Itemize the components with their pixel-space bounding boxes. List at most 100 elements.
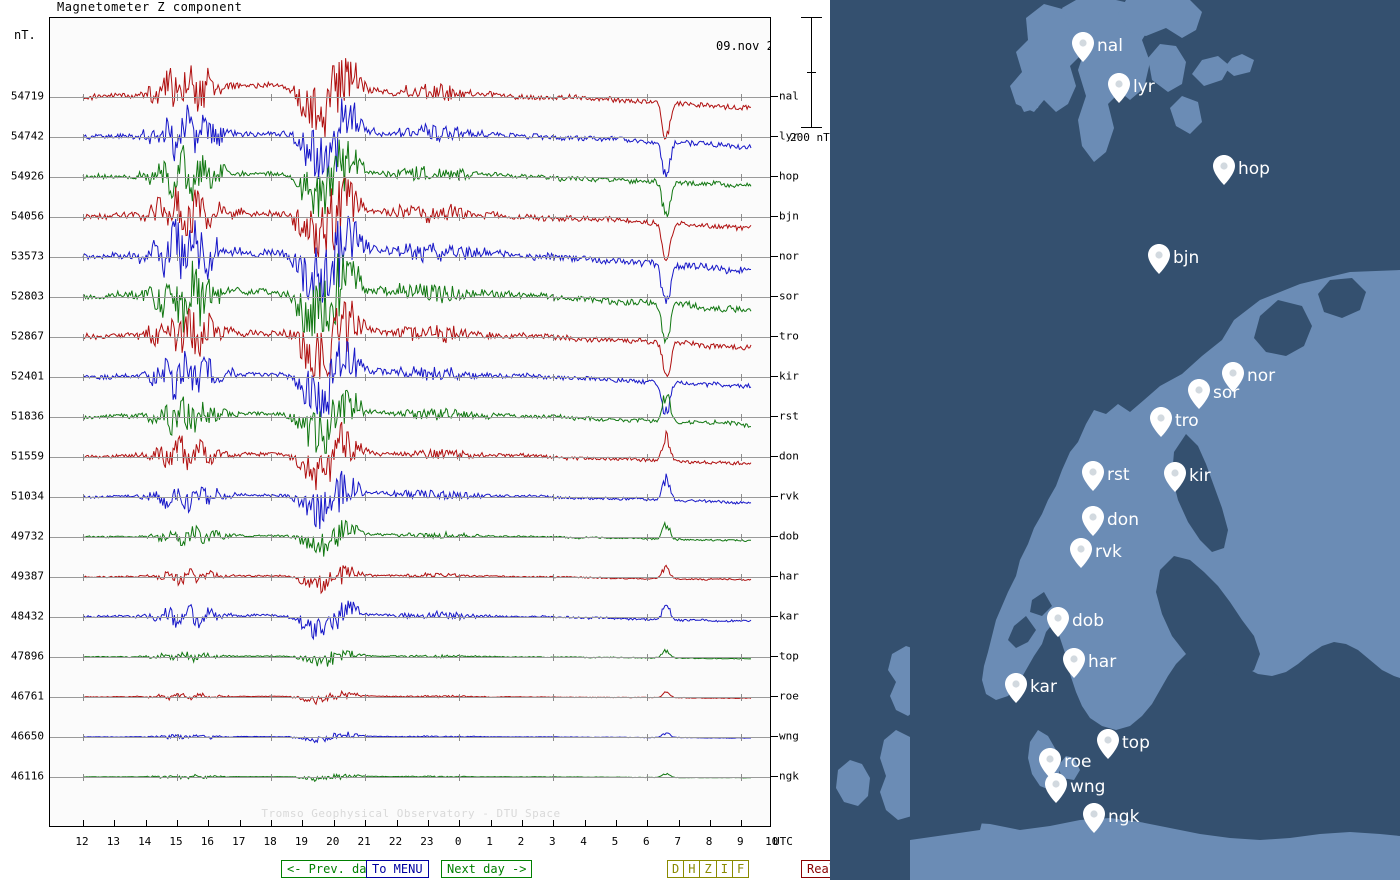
y-axis-value-dob: 49732 xyxy=(10,529,44,543)
baseline-tick xyxy=(83,174,84,181)
baseline-tick xyxy=(177,654,179,661)
baseline-tick xyxy=(647,214,649,221)
baseline-tick xyxy=(271,174,273,181)
baseline-tick xyxy=(177,774,179,781)
trace-rst xyxy=(82,389,751,454)
map-pin-ngk[interactable] xyxy=(1083,803,1105,833)
baseline-tick xyxy=(365,174,367,181)
map-pin-wng[interactable] xyxy=(1045,773,1067,803)
scale-bar-label: 200 nT xyxy=(790,131,830,144)
station-label-nor: nor xyxy=(779,249,799,263)
baseline-tick xyxy=(647,694,649,701)
to-menu-button[interactable]: To MENU xyxy=(366,860,429,878)
x-axis-tick xyxy=(615,820,617,826)
map-pin-har[interactable] xyxy=(1063,648,1085,678)
trace-baseline xyxy=(50,177,770,178)
trace-kir xyxy=(82,340,752,418)
baseline-tick xyxy=(365,214,367,221)
station-label-roe: roe xyxy=(779,689,799,703)
baseline-tick xyxy=(741,454,743,461)
map-pin-don[interactable] xyxy=(1082,506,1104,536)
baseline-tick xyxy=(271,614,273,621)
map-pin-lyr[interactable] xyxy=(1108,73,1130,103)
baseline-tick xyxy=(83,94,84,101)
x-axis-tick xyxy=(208,820,210,826)
baseline-tick xyxy=(741,774,743,781)
right-axis-tick xyxy=(771,336,778,337)
baseline-tick xyxy=(553,454,555,461)
map-pin-tro[interactable] xyxy=(1150,407,1172,437)
map-pin-label-bjn: bjn xyxy=(1173,248,1200,268)
map-pin-label-kar: kar xyxy=(1030,677,1057,697)
x-axis-tick-label: 7 xyxy=(674,835,681,848)
station-label-tro: tro xyxy=(779,329,799,343)
station-label-kir: kir xyxy=(779,369,799,383)
map-pin-rst[interactable] xyxy=(1082,461,1104,491)
map-pin-top[interactable] xyxy=(1097,729,1119,759)
baseline-tick xyxy=(553,694,555,701)
map-pin-hop[interactable] xyxy=(1213,155,1235,185)
x-axis-tick xyxy=(365,820,367,826)
component-button-h[interactable]: H xyxy=(684,861,701,877)
baseline-tick xyxy=(83,574,84,581)
baseline-tick xyxy=(83,294,84,301)
trace-bjn xyxy=(82,176,752,262)
watermark: Tromso Geophysical Observatory - DTU Spa… xyxy=(261,807,561,820)
station-label-bjn: bjn xyxy=(779,209,799,223)
baseline-tick xyxy=(741,654,743,661)
trace-top xyxy=(82,648,752,667)
trace-hop xyxy=(82,139,752,219)
map-pin-label-lyr: lyr xyxy=(1133,77,1155,97)
x-axis-tick-label: 0 xyxy=(454,835,462,848)
map-pin-kar[interactable] xyxy=(1005,673,1027,703)
baseline-tick xyxy=(365,534,367,541)
map-pin-roe[interactable] xyxy=(1039,748,1061,778)
component-button-z[interactable]: Z xyxy=(700,861,717,877)
baseline-tick xyxy=(741,734,743,741)
component-button-d[interactable]: D xyxy=(668,861,685,877)
station-label-kar: kar xyxy=(779,609,799,623)
baseline-tick xyxy=(271,534,273,541)
map-pin-nor[interactable] xyxy=(1222,362,1244,392)
map-pin-rvk[interactable] xyxy=(1070,538,1092,568)
x-axis-tick-label: 13 xyxy=(106,835,120,848)
map-pin-nal[interactable] xyxy=(1072,32,1094,62)
baseline-tick xyxy=(553,214,555,221)
station-map[interactable]: nal lyr hop bjn nor sor tro kir rst don rvk dob har k… xyxy=(830,0,1400,880)
baseline-tick xyxy=(459,174,461,181)
map-pin-label-hop: hop xyxy=(1238,159,1270,179)
baseline-tick xyxy=(459,454,461,461)
x-axis-unit-label: UTC xyxy=(773,835,793,848)
trace-baseline xyxy=(50,777,770,778)
map-pin-dob[interactable] xyxy=(1047,607,1069,637)
baseline-tick xyxy=(271,334,273,341)
right-axis-tick xyxy=(771,656,778,657)
component-button-f[interactable]: F xyxy=(736,862,745,876)
baseline-tick xyxy=(553,334,555,341)
next-day-button[interactable]: Next day -> xyxy=(441,860,533,878)
baseline-tick xyxy=(365,694,367,701)
station-label-nal: nal xyxy=(779,89,799,103)
baseline-tick xyxy=(553,294,555,301)
baseline-tick xyxy=(459,534,461,541)
baseline-tick xyxy=(741,254,743,261)
baseline-tick xyxy=(177,734,179,741)
map-pin-kir[interactable] xyxy=(1164,462,1186,492)
map-pin-label-top: top xyxy=(1122,733,1150,753)
x-axis-tick-label: 8 xyxy=(705,835,713,848)
x-axis-tick-label: 9 xyxy=(737,835,744,848)
baseline-tick xyxy=(553,654,555,661)
y-axis-value-nal: 54719 xyxy=(10,89,44,103)
plot-panel: Magnetometer Z component nT. 09.nov 2025… xyxy=(10,0,871,878)
component-button-i[interactable]: I xyxy=(717,861,733,877)
map-pin-bjn[interactable] xyxy=(1148,244,1170,274)
y-axis-value-ngk: 46116 xyxy=(10,769,44,783)
station-label-sor: sor xyxy=(779,289,799,303)
y-axis-value-rst: 51836 xyxy=(10,409,44,423)
baseline-tick xyxy=(365,454,367,461)
baseline-tick xyxy=(553,574,555,581)
prev-day-button[interactable]: <- Prev. day xyxy=(281,860,380,878)
map-pin-sor[interactable] xyxy=(1188,379,1210,409)
baseline-tick xyxy=(271,214,273,221)
